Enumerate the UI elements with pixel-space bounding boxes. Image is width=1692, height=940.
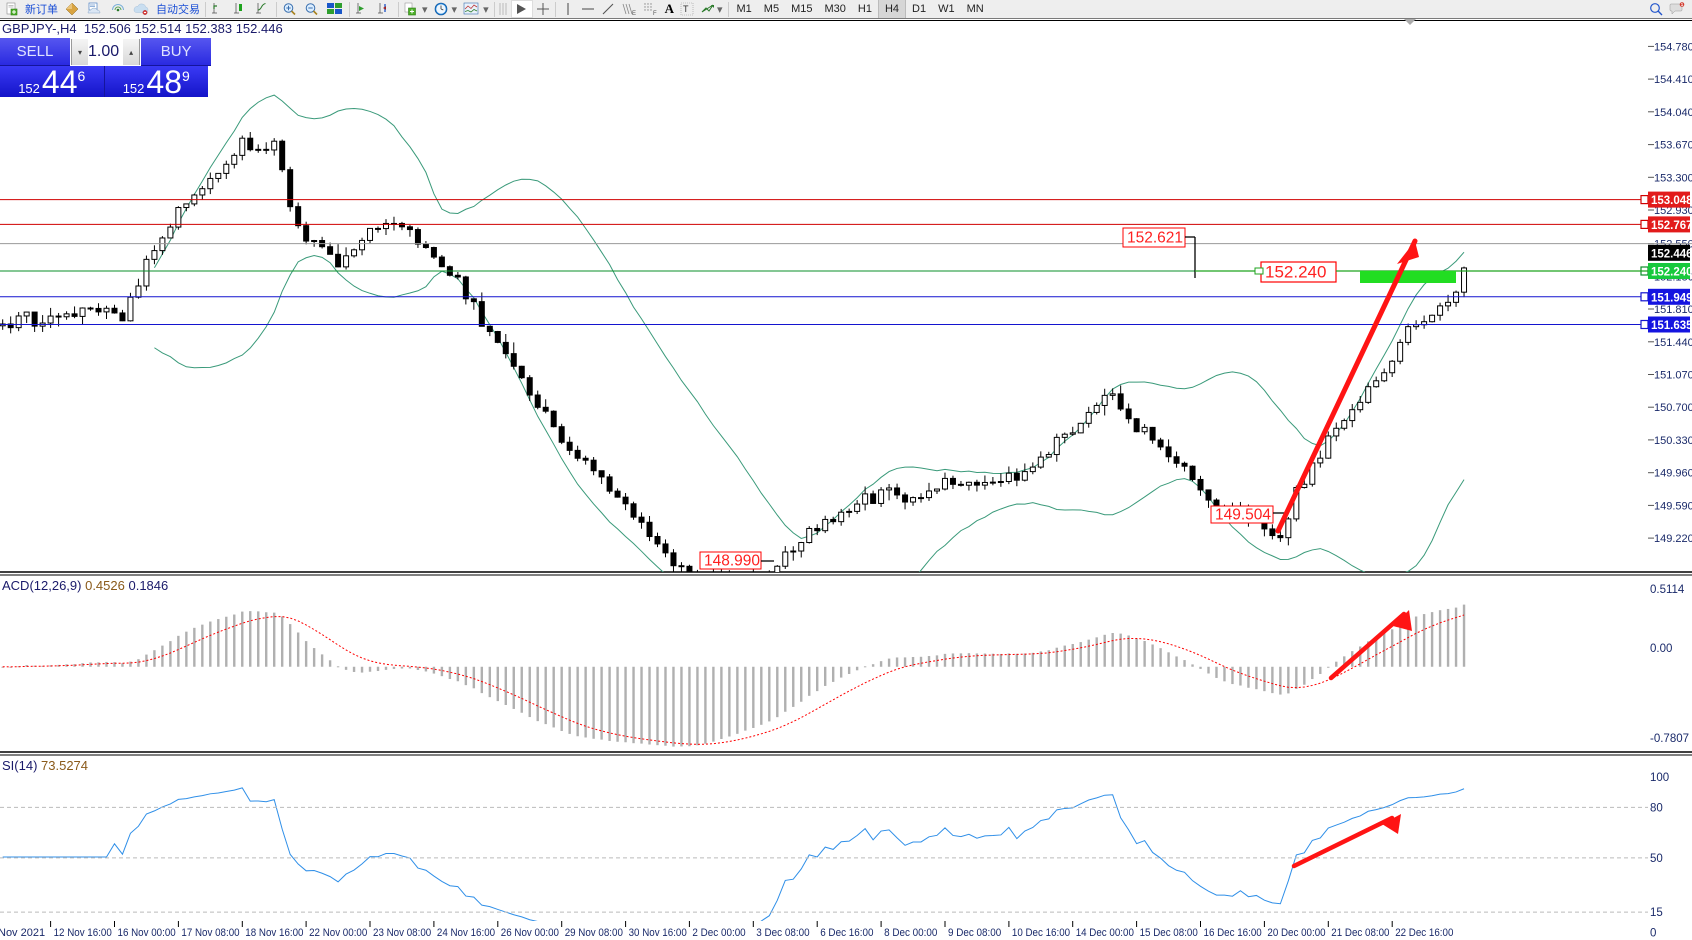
svg-text:20 Dec 00:00: 20 Dec 00:00	[1267, 927, 1325, 939]
svg-text:12 Nov 16:00: 12 Nov 16:00	[54, 927, 112, 939]
svg-text:E: E	[632, 11, 636, 16]
svg-text:151.635: 151.635	[1651, 320, 1692, 332]
svg-text:80: 80	[1650, 802, 1663, 814]
svg-text:16 Nov 00:00: 16 Nov 00:00	[118, 927, 176, 939]
svg-text:16 Dec 16:00: 16 Dec 16:00	[1204, 927, 1262, 939]
svg-text:6 Dec 16:00: 6 Dec 16:00	[820, 927, 873, 939]
svg-text:F: F	[653, 11, 657, 16]
svg-text:149.504: 149.504	[1215, 507, 1271, 524]
svg-text:10 Dec 16:00: 10 Dec 16:00	[1012, 927, 1070, 939]
svg-text:30 Nov 16:00: 30 Nov 16:00	[629, 927, 687, 939]
svg-text:-0.7807: -0.7807	[1650, 733, 1689, 745]
svg-text:24 Nov 16:00: 24 Nov 16:00	[437, 927, 495, 939]
svg-text:154.780: 154.780	[1654, 41, 1692, 53]
svg-text:151.070: 151.070	[1654, 370, 1692, 382]
svg-text:26 Nov 00:00: 26 Nov 00:00	[501, 927, 559, 939]
svg-text:0.00: 0.00	[1650, 643, 1672, 655]
svg-text:152.240: 152.240	[1265, 263, 1326, 282]
svg-text:3 Dec 08:00: 3 Dec 08:00	[756, 927, 809, 939]
svg-text:23 Nov 08:00: 23 Nov 08:00	[373, 927, 431, 939]
svg-text:151.810: 151.810	[1654, 304, 1692, 316]
svg-text:22 Dec 16:00: 22 Dec 16:00	[1395, 927, 1453, 939]
svg-text:152.240: 152.240	[1651, 267, 1692, 279]
svg-text:153.048: 153.048	[1651, 195, 1692, 207]
svg-text:154.410: 154.410	[1654, 74, 1692, 86]
svg-text:9 Dec 08:00: 9 Dec 08:00	[948, 927, 1001, 939]
svg-text:18 Nov 16:00: 18 Nov 16:00	[245, 927, 303, 939]
svg-text:148.990: 148.990	[704, 553, 760, 570]
svg-text:T: T	[683, 4, 689, 14]
svg-text:15 Dec 08:00: 15 Dec 08:00	[1140, 927, 1198, 939]
svg-text:150.330: 150.330	[1654, 435, 1692, 447]
svg-text:15: 15	[1650, 907, 1663, 919]
svg-text:153.670: 153.670	[1654, 140, 1692, 152]
svg-text:154.040: 154.040	[1654, 107, 1692, 119]
svg-text:151.440: 151.440	[1654, 337, 1692, 349]
svg-text:17 Nov 08:00: 17 Nov 08:00	[181, 927, 239, 939]
svg-text:8 Dec 00:00: 8 Dec 00:00	[884, 927, 937, 939]
svg-text:150.700: 150.700	[1654, 402, 1692, 414]
svg-text:2 Dec 00:00: 2 Dec 00:00	[692, 927, 745, 939]
svg-text:50: 50	[1650, 853, 1663, 865]
svg-text:22 Nov 00:00: 22 Nov 00:00	[309, 927, 367, 939]
svg-text:14 Dec 00:00: 14 Dec 00:00	[1076, 927, 1134, 939]
svg-text:29 Nov 08:00: 29 Nov 08:00	[565, 927, 623, 939]
svg-text:152.446: 152.446	[1651, 248, 1692, 260]
svg-text:152.767: 152.767	[1651, 220, 1692, 232]
svg-text:149.220: 149.220	[1654, 533, 1692, 545]
svg-text:21 Dec 08:00: 21 Dec 08:00	[1331, 927, 1389, 939]
svg-text:149.590: 149.590	[1654, 500, 1692, 512]
svg-text:152.621: 152.621	[1127, 230, 1183, 247]
svg-text:Nov 2021: Nov 2021	[0, 927, 45, 939]
svg-text:151.949: 151.949	[1651, 292, 1692, 304]
svg-text:153.300: 153.300	[1654, 172, 1692, 184]
svg-text:100: 100	[1650, 772, 1669, 784]
svg-text:0.5114: 0.5114	[1650, 584, 1685, 596]
svg-text:149.960: 149.960	[1654, 468, 1692, 480]
